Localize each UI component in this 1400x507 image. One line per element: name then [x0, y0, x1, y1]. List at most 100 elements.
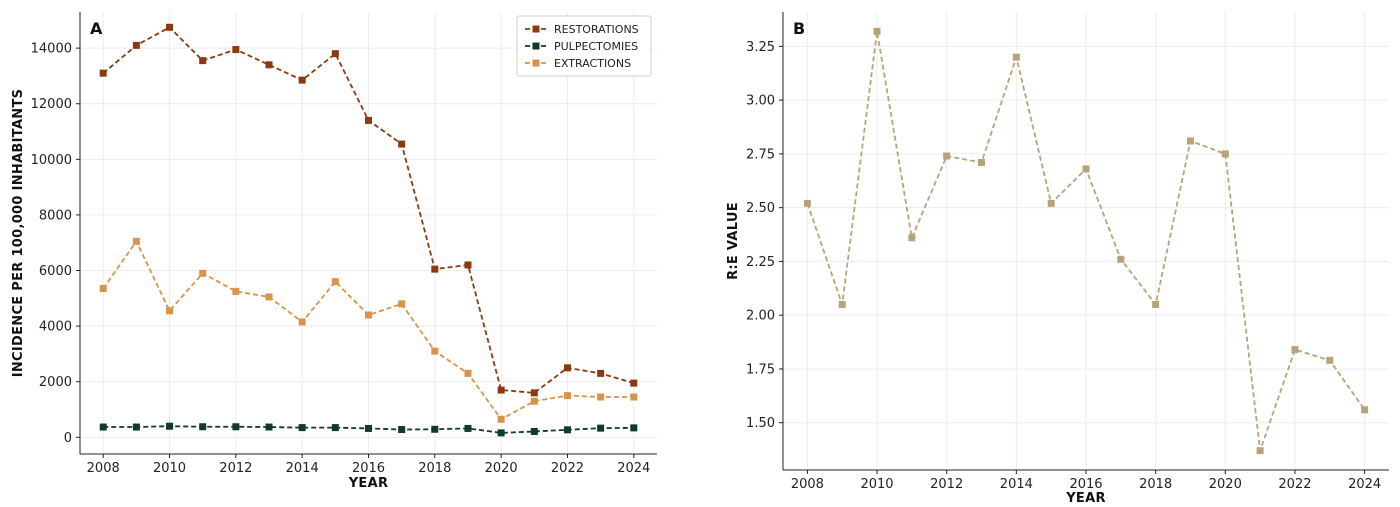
- x-tick-label: 2024: [617, 461, 650, 476]
- data-point: [199, 57, 207, 65]
- data-point: [597, 369, 605, 377]
- data-point: [232, 287, 240, 295]
- data-point: [265, 423, 273, 431]
- panel-b: 2008 2010 2012 2014 2016 2018 2020 2022 2024 1.50…: [726, 12, 1389, 506]
- x-tick-label: 2014: [1000, 477, 1033, 492]
- data-point: [331, 278, 339, 286]
- y-tick-label: 12000: [31, 97, 72, 112]
- data-point: [978, 159, 986, 167]
- data-point: [464, 369, 472, 377]
- data-point: [298, 318, 306, 326]
- data-point: [99, 285, 107, 293]
- data-point: [99, 69, 107, 77]
- data-point: [530, 427, 538, 435]
- legend-box: [516, 15, 652, 77]
- data-point: [1256, 447, 1264, 455]
- y-tick-label: 2000: [39, 375, 72, 390]
- data-point: [166, 422, 174, 430]
- data-point: [838, 300, 846, 308]
- data-point: [132, 237, 140, 245]
- x-tick-label: 2018: [1139, 477, 1172, 492]
- data-point: [398, 140, 406, 148]
- data-point: [630, 424, 638, 432]
- data-point: [497, 415, 505, 423]
- y-tick-label: 0: [64, 431, 72, 446]
- y-tick-label: 14000: [31, 42, 72, 57]
- data-point: [530, 397, 538, 405]
- data-point: [398, 426, 406, 434]
- data-point: [1047, 199, 1055, 207]
- data-point: [398, 300, 406, 308]
- data-point: [630, 393, 638, 401]
- data-point: [630, 379, 638, 387]
- data-point: [199, 269, 207, 277]
- x-tick-label: 2012: [219, 461, 252, 476]
- panel-a: 2008 2010 2012 2014 2016 2018 2020 2022 2024 0 200…: [11, 12, 657, 491]
- data-point: [464, 261, 472, 269]
- legend-item-extractions: EXTRACTIONS: [525, 57, 631, 70]
- legend-label: EXTRACTIONS: [554, 57, 631, 70]
- x-tick-label: 2024: [1348, 477, 1381, 492]
- y-tick-label: 10000: [31, 153, 72, 168]
- legend-item-restorations: RESTORATIONS: [525, 23, 639, 36]
- x-axis-title: YEAR: [1065, 491, 1106, 506]
- data-point: [166, 307, 174, 315]
- panel-letter: B: [793, 19, 805, 38]
- panel-letter: A: [90, 19, 103, 38]
- legend-label: RESTORATIONS: [554, 23, 639, 36]
- data-point: [1117, 255, 1125, 263]
- data-point: [265, 293, 273, 301]
- data-point: [265, 61, 273, 69]
- data-point: [597, 424, 605, 432]
- data-point: [99, 423, 107, 431]
- data-point: [199, 423, 207, 431]
- data-point: [431, 265, 439, 273]
- data-point: [431, 347, 439, 355]
- y-tick-label: 4000: [39, 320, 72, 335]
- data-point: [365, 311, 372, 319]
- legend-label: PULPECTOMIES: [554, 40, 638, 53]
- y-tick-label: 2.25: [746, 255, 775, 270]
- data-point: [1012, 53, 1020, 61]
- y-tick-label: 3.00: [746, 94, 775, 109]
- data-point: [464, 424, 472, 432]
- x-tick-label: 2016: [352, 461, 385, 476]
- data-point: [1291, 346, 1299, 354]
- data-point: [132, 423, 140, 431]
- data-point: [298, 424, 306, 432]
- data-point: [365, 116, 372, 124]
- data-point: [1186, 137, 1194, 145]
- data-point: [431, 425, 439, 433]
- y-axis-title: INCIDENCE PER 100,000 INHABITANTS: [11, 89, 26, 378]
- x-tick-label: 2016: [1069, 477, 1102, 492]
- x-tick-label: 2022: [551, 461, 584, 476]
- data-point: [563, 392, 571, 400]
- data-point: [597, 393, 605, 401]
- data-point: [1326, 356, 1334, 364]
- data-point: [232, 423, 240, 431]
- x-tick-label: 2020: [1209, 477, 1242, 492]
- legend-swatch-marker: [532, 59, 540, 67]
- data-point: [365, 424, 372, 432]
- legend: RESTORATIONS PULPECTOMIES EXTRACTIONS: [516, 15, 652, 77]
- y-tick-label: 3.25: [746, 40, 775, 55]
- x-tick-label: 2012: [930, 477, 963, 492]
- series-pulpectomies: [99, 422, 638, 437]
- y-tick-label: 6000: [39, 264, 72, 279]
- data-point: [1082, 165, 1090, 173]
- data-point: [1361, 406, 1369, 414]
- data-point: [497, 429, 505, 437]
- x-tick-label: 2020: [485, 461, 518, 476]
- data-point: [132, 41, 140, 49]
- x-tick-label: 2022: [1278, 477, 1311, 492]
- data-point: [803, 199, 811, 207]
- x-tick-label: 2010: [860, 477, 893, 492]
- data-point: [166, 23, 174, 31]
- data-point: [873, 27, 881, 35]
- x-tick-label: 2014: [286, 461, 319, 476]
- data-point: [908, 234, 916, 242]
- y-axis-title: R:E VALUE: [726, 202, 741, 280]
- y-tick-label: 2.50: [746, 201, 775, 216]
- y-tick-label: 2.00: [746, 309, 775, 324]
